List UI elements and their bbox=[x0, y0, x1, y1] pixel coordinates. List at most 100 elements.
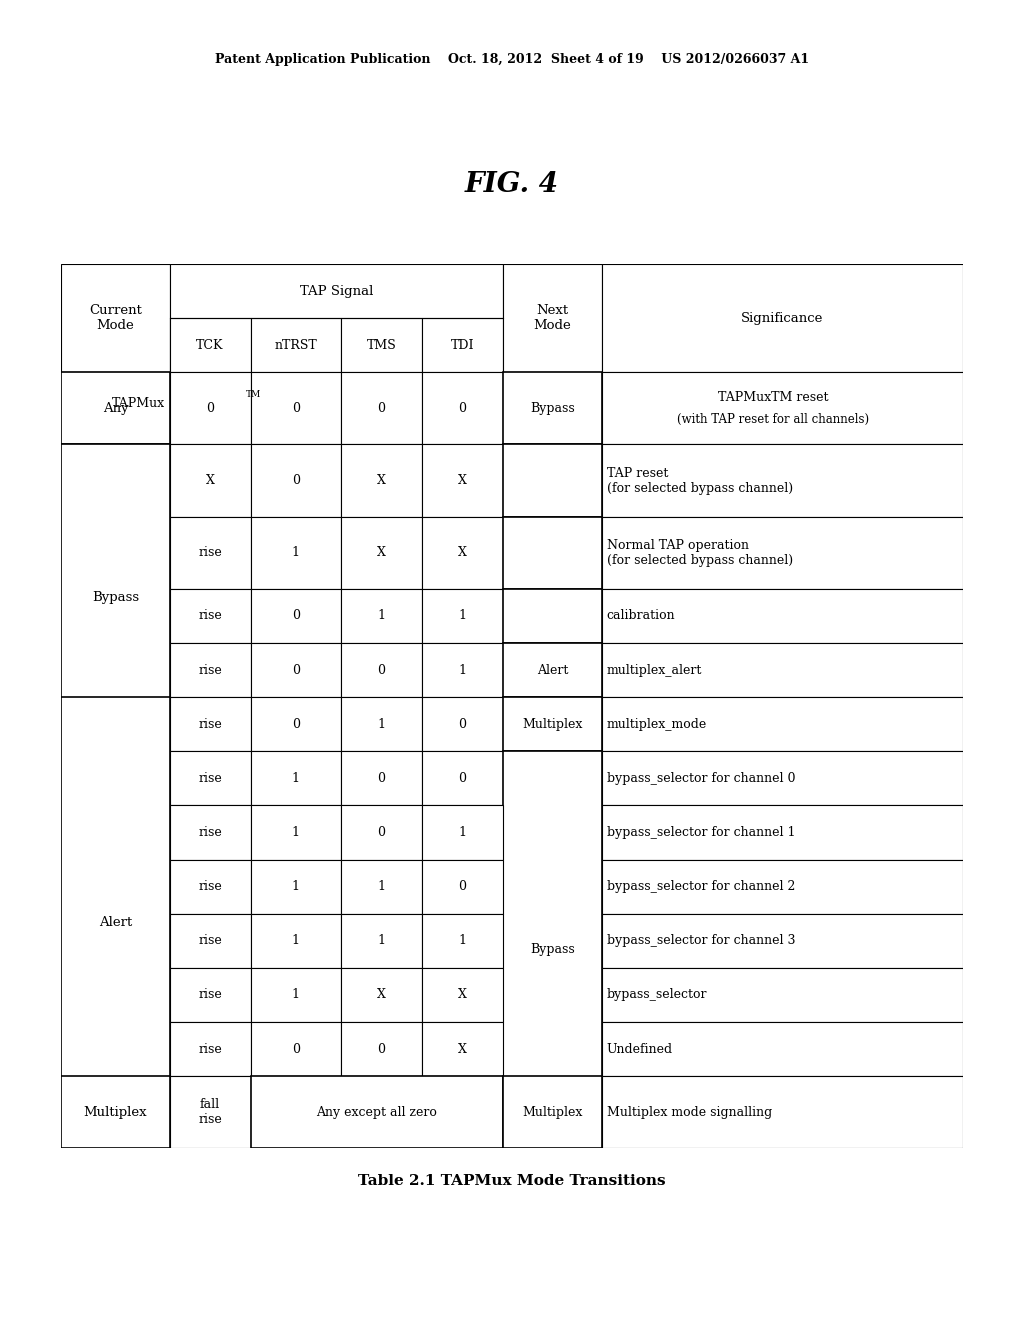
Bar bbox=[503, 751, 602, 1148]
Text: bypass_selector: bypass_selector bbox=[606, 989, 708, 1002]
Text: rise: rise bbox=[199, 546, 222, 560]
Text: Bypass: Bypass bbox=[530, 401, 574, 414]
Text: Patent Application Publication    Oct. 18, 2012  Sheet 4 of 19    US 2012/026603: Patent Application Publication Oct. 18, … bbox=[215, 53, 809, 66]
Bar bbox=[251, 697, 341, 751]
Text: X: X bbox=[377, 989, 386, 1002]
Text: 0: 0 bbox=[206, 401, 214, 414]
Bar bbox=[503, 589, 602, 643]
Bar bbox=[341, 751, 422, 805]
Bar bbox=[503, 697, 602, 751]
Bar bbox=[251, 859, 341, 913]
Text: Table 2.1 TAPMux Mode Transitions: Table 2.1 TAPMux Mode Transitions bbox=[358, 1175, 666, 1188]
Text: Next
Mode: Next Mode bbox=[534, 304, 571, 333]
Text: 1: 1 bbox=[459, 610, 467, 623]
Text: rise: rise bbox=[199, 718, 222, 731]
Text: rise: rise bbox=[199, 1043, 222, 1056]
Text: 1: 1 bbox=[377, 935, 385, 948]
Bar bbox=[170, 751, 251, 805]
Text: X: X bbox=[377, 546, 386, 560]
Bar bbox=[503, 643, 602, 697]
Bar bbox=[602, 589, 963, 643]
Text: Multiplex mode signalling: Multiplex mode signalling bbox=[606, 1106, 772, 1119]
Bar bbox=[61, 1076, 170, 1148]
Bar bbox=[503, 264, 602, 372]
Text: fall
rise: fall rise bbox=[199, 1098, 222, 1126]
Bar bbox=[251, 589, 341, 643]
Text: X: X bbox=[458, 546, 467, 560]
Text: 0: 0 bbox=[292, 474, 300, 487]
Text: Undefined: Undefined bbox=[606, 1043, 673, 1056]
Bar bbox=[422, 445, 503, 516]
Bar bbox=[251, 445, 341, 516]
Text: Alert: Alert bbox=[537, 664, 568, 677]
Bar bbox=[422, 805, 503, 859]
Bar bbox=[341, 805, 422, 859]
Bar bbox=[251, 372, 341, 445]
Bar bbox=[602, 968, 963, 1022]
Text: Alert: Alert bbox=[99, 916, 132, 929]
Bar bbox=[602, 751, 963, 805]
Text: TDI: TDI bbox=[451, 339, 474, 351]
Bar bbox=[602, 445, 963, 516]
Text: X: X bbox=[458, 989, 467, 1002]
Bar bbox=[341, 859, 422, 913]
Text: bypass_selector for channel 0: bypass_selector for channel 0 bbox=[606, 772, 795, 785]
Text: Multiplex: Multiplex bbox=[84, 1106, 147, 1119]
Bar bbox=[251, 516, 341, 589]
Text: (with TAP reset for all channels): (with TAP reset for all channels) bbox=[677, 413, 869, 425]
Text: Normal TAP operation
(for selected bypass channel): Normal TAP operation (for selected bypas… bbox=[606, 539, 793, 566]
Text: bypass_selector for channel 2: bypass_selector for channel 2 bbox=[606, 880, 795, 894]
Bar bbox=[341, 318, 422, 372]
Text: 0: 0 bbox=[292, 718, 300, 731]
Text: rise: rise bbox=[199, 880, 222, 894]
Bar bbox=[422, 516, 503, 589]
Text: 0: 0 bbox=[292, 401, 300, 414]
Text: TAP reset
(for selected bypass channel): TAP reset (for selected bypass channel) bbox=[606, 466, 793, 495]
Bar bbox=[341, 643, 422, 697]
Text: 1: 1 bbox=[459, 935, 467, 948]
Bar bbox=[170, 697, 251, 751]
Bar bbox=[341, 697, 422, 751]
Text: 0: 0 bbox=[292, 1043, 300, 1056]
Text: rise: rise bbox=[199, 989, 222, 1002]
Bar bbox=[602, 516, 963, 589]
Bar bbox=[602, 372, 963, 445]
Text: 0: 0 bbox=[377, 1043, 385, 1056]
Text: Any: Any bbox=[102, 401, 128, 414]
Bar bbox=[422, 318, 503, 372]
Text: X: X bbox=[458, 474, 467, 487]
Bar bbox=[602, 859, 963, 913]
Text: 0: 0 bbox=[292, 610, 300, 623]
Bar bbox=[170, 445, 251, 516]
Bar bbox=[61, 372, 170, 445]
Text: calibration: calibration bbox=[606, 610, 675, 623]
Bar bbox=[341, 589, 422, 643]
Bar bbox=[422, 589, 503, 643]
Bar bbox=[170, 643, 251, 697]
Bar bbox=[503, 445, 602, 516]
Text: FIG. 4: FIG. 4 bbox=[465, 172, 559, 198]
Bar bbox=[170, 264, 503, 372]
Bar bbox=[170, 372, 251, 445]
Bar bbox=[422, 913, 503, 968]
Text: rise: rise bbox=[199, 935, 222, 948]
Bar bbox=[422, 1022, 503, 1076]
Text: Any except all zero: Any except all zero bbox=[316, 1106, 437, 1119]
Bar bbox=[251, 805, 341, 859]
Text: X: X bbox=[206, 474, 215, 487]
Text: 0: 0 bbox=[459, 880, 467, 894]
Text: 1: 1 bbox=[292, 880, 300, 894]
Text: 1: 1 bbox=[377, 610, 385, 623]
Text: 1: 1 bbox=[292, 826, 300, 840]
Bar bbox=[602, 1022, 963, 1076]
Bar bbox=[602, 643, 963, 697]
Text: multiplex_alert: multiplex_alert bbox=[606, 664, 702, 677]
Bar bbox=[602, 913, 963, 968]
Text: 1: 1 bbox=[377, 880, 385, 894]
Text: TAPMux: TAPMux bbox=[112, 397, 165, 411]
Bar bbox=[170, 805, 251, 859]
Bar bbox=[422, 697, 503, 751]
Bar bbox=[602, 264, 963, 372]
Text: rise: rise bbox=[199, 826, 222, 840]
Bar bbox=[170, 318, 251, 372]
